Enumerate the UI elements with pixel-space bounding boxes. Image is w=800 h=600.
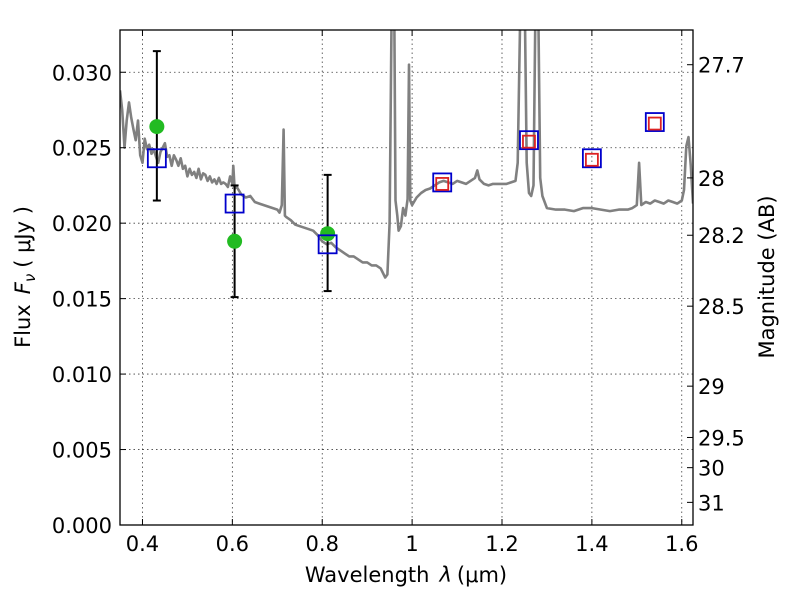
photometry-point: [227, 233, 243, 249]
y2-tick-label: 28.2: [698, 224, 745, 248]
y-tick-label: 0.030: [52, 61, 112, 85]
x-tick-label: 1.2: [485, 532, 518, 556]
x-tick-label: 0.4: [126, 532, 159, 556]
model-square-marker: [224, 193, 245, 214]
model-square-marker: [146, 148, 167, 169]
y-tick-label: 0.010: [52, 363, 112, 387]
model-square-inner-marker: [435, 177, 450, 191]
model-square-inner-marker: [647, 116, 662, 131]
y2-tick-label: 28: [698, 167, 725, 191]
photometry-point: [320, 226, 336, 242]
model-square-marker: [581, 148, 602, 169]
x-tick-label: 1.4: [575, 532, 608, 556]
photometry-point: [149, 119, 165, 135]
y-tick-label: 0.005: [52, 439, 112, 463]
model-square-marker: [432, 172, 453, 193]
x-axis-label: Wavelength λ (μm): [305, 563, 507, 587]
y-axis-label: FluxFν( μJy ): [11, 206, 39, 348]
plot-area: [120, 30, 693, 299]
spectrum-line: [120, 30, 693, 279]
x-tick-label: 0.8: [306, 532, 339, 556]
model-square-inner-marker: [584, 152, 599, 167]
y2-tick-label: 31: [698, 491, 725, 515]
plot-frame: [119, 29, 694, 526]
y2-tick-label: 29: [698, 375, 725, 399]
model-square-marker: [317, 234, 338, 255]
y2-axis-label: Magnitude (AB): [755, 195, 779, 358]
y2-tick-label: 27.7: [698, 54, 745, 78]
model-square-marker: [644, 112, 665, 132]
y2-tick-label: 30: [698, 457, 725, 481]
y2-tick-label: 29.5: [698, 426, 745, 450]
y-tick-label: 0.025: [52, 137, 112, 161]
x-tick-label: 0.6: [216, 532, 249, 556]
y-tick-label: 0.000: [52, 514, 112, 538]
grid-lines: [120, 30, 693, 526]
x-tick-label: 1.6: [665, 532, 698, 556]
model-square-inner-marker: [522, 134, 536, 149]
axis-ticks: 0.4 0.6 0.8 1 1.2 1.4 1.6 0.000 0.005 0.010 0.015 0…: [52, 30, 745, 556]
y-tick-label: 0.020: [52, 212, 112, 236]
y2-tick-label: 28.5: [698, 295, 745, 319]
model-square-marker: [519, 130, 539, 151]
y-tick-label: 0.015: [52, 288, 112, 312]
x-tick-label: 1: [405, 532, 418, 556]
